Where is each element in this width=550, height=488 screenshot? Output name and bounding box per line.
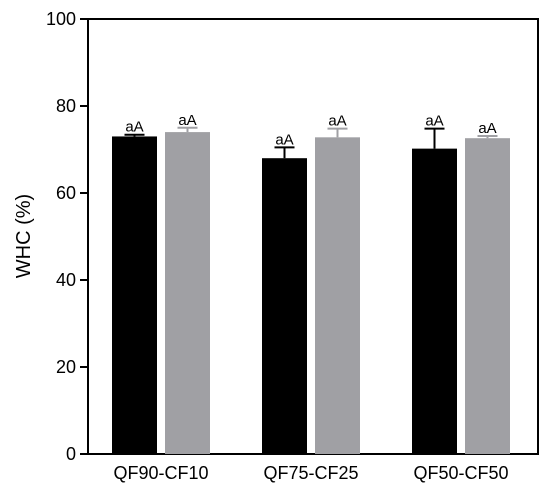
y-tick-label-80: 80 <box>56 96 76 116</box>
y-tick-label-100: 100 <box>46 9 76 29</box>
y-tick-label-0: 0 <box>66 444 76 464</box>
bar-1-2 <box>165 132 210 454</box>
data-label-3-1: aA <box>425 113 443 130</box>
y-axis-title: WHC (%) <box>13 194 35 278</box>
plot-frame <box>87 18 539 455</box>
x-tick-label-1: QF90-CF10 <box>113 463 208 483</box>
bars <box>112 126 510 454</box>
data-label-2-1: aA <box>275 131 293 148</box>
bar-3-2 <box>465 138 510 454</box>
y-tick-label-20: 20 <box>56 357 76 377</box>
labels: aA aA aA aA aA aA <box>125 112 496 149</box>
y-tick-label-40: 40 <box>56 270 76 290</box>
data-label-1-2: aA <box>178 112 196 129</box>
y-tick-label-60: 60 <box>56 183 76 203</box>
data-label-1-1: aA <box>125 119 143 136</box>
axes: 0 20 40 60 80 100 QF90-CF10 QF75-CF25 QF50-CF50 <box>46 9 539 483</box>
x-tick-label-2: QF75-CF25 <box>263 463 358 483</box>
bar-2-2 <box>315 137 360 454</box>
data-label-2-2: aA <box>328 113 346 130</box>
data-label-3-2: aA <box>478 120 496 137</box>
bar-1-1 <box>112 136 157 454</box>
x-tick-label-3: QF50-CF50 <box>413 463 508 483</box>
bar-3-1 <box>412 148 457 454</box>
bar-2-1 <box>262 158 307 454</box>
